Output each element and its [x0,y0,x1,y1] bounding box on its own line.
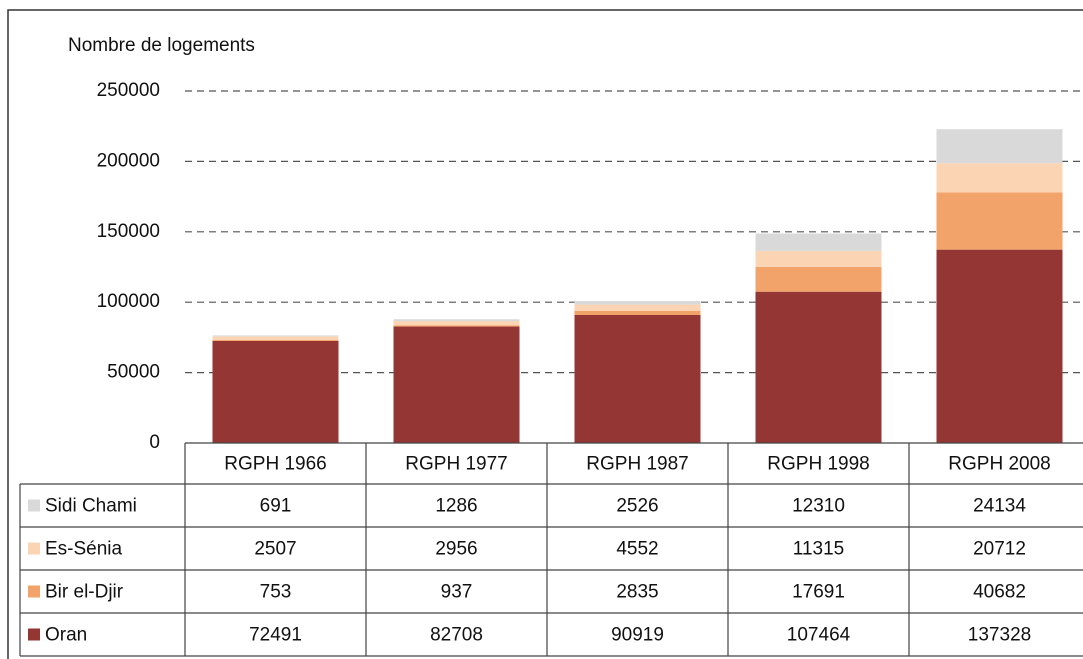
x-tick-label: RGPH 1998 [767,454,869,475]
table-value: 82708 [430,625,483,646]
table-value: 4552 [616,539,658,560]
bar-segment [574,301,701,305]
table-value: 691 [260,496,292,517]
bar-segment [936,163,1063,193]
x-tick-label: RGPH 1966 [224,454,326,475]
y-tick-label: 250000 [97,80,160,101]
legend-label: Es-Sénia [45,539,123,560]
frame [7,9,1083,659]
bar-segment [393,326,520,443]
bar-segment [936,192,1063,250]
table-value: 90919 [611,625,664,646]
bar-segment [574,314,701,443]
legend-label: Sidi Chami [45,496,137,517]
x-tick-label: RGPH 2008 [948,454,1050,475]
y-tick-label: 100000 [97,291,160,312]
legend-swatch [28,585,40,598]
table-value: 2956 [435,539,477,560]
bar-segment [393,321,520,326]
y-tick-label: 200000 [97,150,160,171]
y-axis-label: Nombre de logements [68,35,255,56]
table-value: 20712 [973,539,1026,560]
bar-segment [393,319,520,322]
table-value: 12310 [792,496,845,517]
bar-segment [574,304,701,311]
table-value: 17691 [792,582,845,603]
bar-segment [212,339,339,341]
bar-segment [212,340,339,443]
table-value: 937 [441,582,473,603]
bar-segment [574,310,701,315]
y-tick-label: 150000 [97,221,160,242]
table-value: 1286 [435,496,477,517]
table-value: 11315 [793,539,844,560]
bar-segment [755,266,882,292]
x-tick-label: RGPH 1987 [586,454,688,475]
y-tick-label: 50000 [107,362,160,383]
table-value: 2526 [616,496,658,517]
legend-label: Oran [45,625,87,646]
legend-swatch [28,542,40,555]
table-value: 2507 [254,539,296,560]
bar-segment [936,129,1063,164]
table-value: 72491 [249,625,302,646]
table-value: 107464 [787,625,851,646]
x-tick-label: RGPH 1977 [405,454,507,475]
bar-segment [755,250,882,267]
y-tick-label: 0 [149,432,160,453]
table-value: 24134 [973,496,1026,517]
legend-swatch [28,628,40,641]
bar-segment [936,249,1063,443]
bar-segment [755,233,882,251]
bar-segment [212,335,339,337]
bar-segment [755,291,882,443]
bar-segment [212,336,339,340]
legend-label: Bir el-Djir [45,582,124,603]
legend-swatch [28,499,40,512]
table-value: 137328 [968,625,1031,646]
bar-segment [393,325,520,327]
table-value: 40682 [973,582,1026,603]
table-value: 753 [260,582,292,603]
table-value: 2835 [616,582,658,603]
